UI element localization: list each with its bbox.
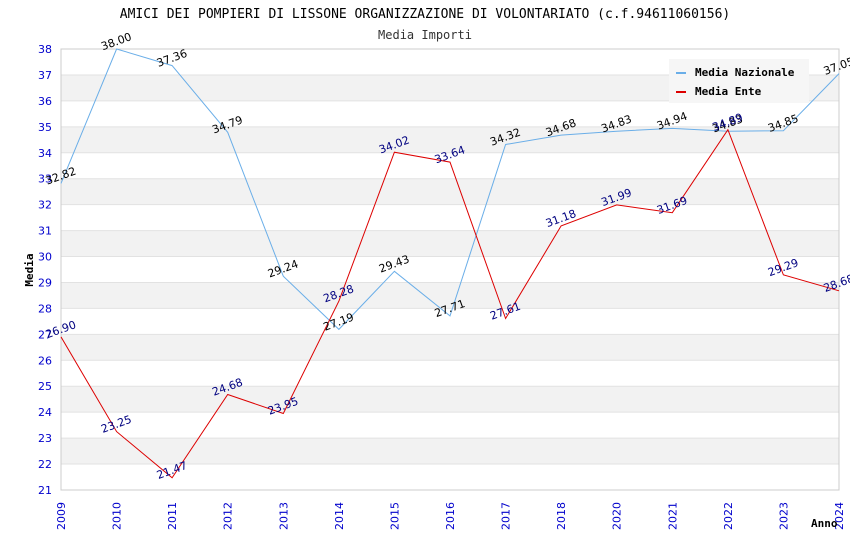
x-axis-ticks: 2009 2010 2011 2012 2013 2014 2015 2016 2017 2018… [55, 502, 846, 530]
x-tick-label: 2011 [166, 502, 179, 530]
y-tick-label: 38 [38, 43, 52, 56]
grid-band [61, 204, 839, 231]
y-tick-label: 23 [38, 432, 52, 445]
grid-band [61, 386, 839, 413]
grid-band [61, 282, 839, 309]
legend-box [669, 59, 809, 103]
x-tick-label: 2013 [277, 502, 290, 530]
y-axis-ticks: 21 22 23 24 25 26 27 28 29 30 31 32 33 34 35 36 37 38 [38, 43, 52, 497]
y-tick-label: 37 [38, 69, 52, 82]
x-tick-label: 2016 [444, 502, 457, 530]
legend-entry: Media Nazionale [695, 66, 795, 79]
y-tick-label: 28 [38, 302, 52, 315]
y-tick-label: 34 [38, 147, 52, 160]
legend-entry: Media Ente [695, 85, 762, 98]
x-tick-label: 2018 [555, 502, 568, 530]
chart-subtitle: Media Importi [378, 28, 472, 42]
x-tick-label: 2009 [55, 502, 68, 530]
x-tick-label: 2012 [222, 502, 235, 530]
x-tick-label: 2023 [777, 502, 790, 530]
y-tick-label: 30 [38, 251, 52, 264]
grid-band [61, 412, 839, 439]
grid-band [61, 256, 839, 283]
grid-band [61, 178, 839, 205]
grid-band [61, 360, 839, 387]
y-axis-label: Media [23, 253, 36, 286]
x-tick-label: 2010 [111, 502, 124, 530]
series-line [60, 128, 840, 479]
x-tick-label: 2021 [666, 502, 679, 530]
y-tick-label: 31 [38, 225, 52, 238]
y-tick-label: 36 [38, 95, 52, 108]
plot-background [60, 48, 840, 491]
grid-band [61, 126, 839, 153]
y-tick-label: 21 [38, 484, 52, 497]
chart-title: AMICI DEI POMPIERI DI LISSONE ORGANIZZAZ… [120, 7, 730, 22]
y-tick-label: 27 [38, 328, 52, 341]
y-tick-label: 25 [38, 380, 52, 393]
y-tick-label: 29 [38, 276, 52, 289]
y-tick-label: 24 [38, 406, 52, 419]
grid-band [61, 308, 839, 335]
chart-legend: Media Nazionale Media Ente [669, 59, 809, 103]
y-tick-label: 26 [38, 354, 52, 367]
y-tick-label: 22 [38, 458, 52, 471]
grid-band [61, 464, 839, 490]
y-tick-label: 32 [38, 199, 52, 212]
x-tick-label: 2017 [500, 502, 513, 530]
grid-band [61, 230, 839, 257]
grid-band [61, 438, 839, 465]
x-tick-label: 2020 [611, 502, 624, 530]
x-tick-label: 2014 [333, 502, 346, 530]
series-line [60, 48, 840, 331]
x-axis-label: Anno [811, 517, 838, 530]
x-tick-label: 2022 [722, 502, 735, 530]
plot-frame [60, 48, 840, 491]
series-lines [60, 48, 840, 479]
y-tick-label: 33 [38, 173, 52, 186]
x-tick-label: 2015 [388, 502, 401, 530]
grid-band [61, 100, 839, 127]
x-tick-label: 2024 [833, 502, 846, 530]
grid-band [61, 334, 839, 361]
y-tick-label: 35 [38, 121, 52, 134]
